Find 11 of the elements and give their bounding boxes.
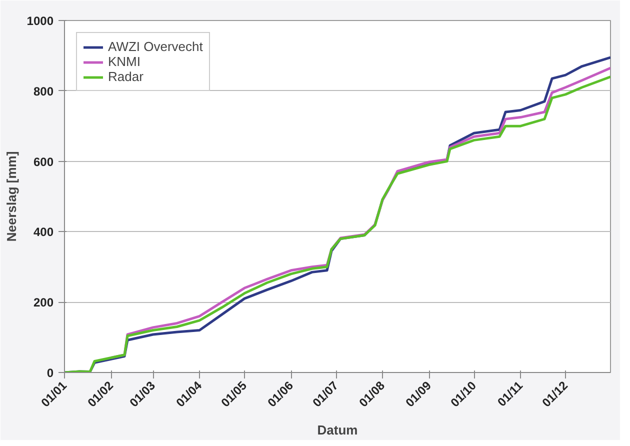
x-axis-title: Datum [317,422,358,438]
y-tick-label: 800 [33,84,54,98]
y-tick-label: 600 [33,154,54,169]
y-tick-label: 0 [46,366,54,380]
y-tick-label: 400 [33,225,54,240]
y-tick-label: 200 [33,296,54,310]
legend-label: Radar [108,69,144,84]
y-axis-title: Neerslag [mm] [4,151,19,242]
legend-label: AWZI Overvecht [108,39,203,54]
y-tick-label: 1000 [26,14,54,28]
legend-label: KNMI [108,54,140,69]
